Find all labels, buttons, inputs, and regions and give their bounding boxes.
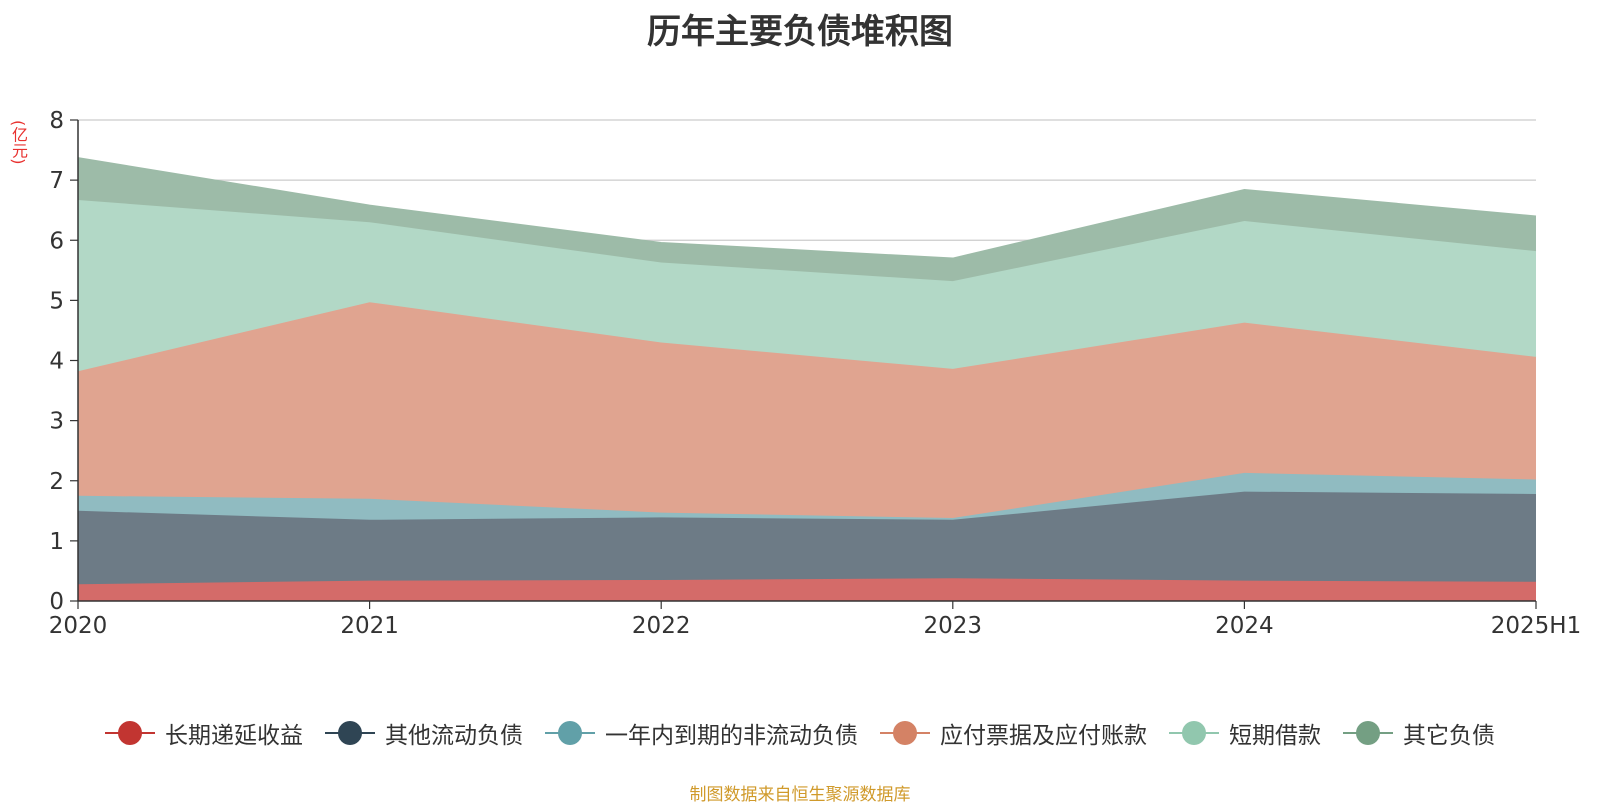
legend-item-1[interactable]: 其他流动负债 [325,716,523,750]
legend-marker-icon [105,721,155,745]
y-tick-label: 0 [49,589,64,615]
legend-marker-dot [1356,721,1380,745]
legend-label: 其他流动负债 [385,723,523,749]
area-series-3[interactable] [78,302,1536,518]
stacked-area-chart: 0 1 2 3 4 5 6 7 8 2020 2021 2022 2023 2024 2025H1 [49,108,1582,639]
area-series-5[interactable] [78,157,1536,282]
x-tick-label: 2024 [1215,613,1274,639]
legend-label: 短期借款 [1229,723,1321,749]
x-tick-label: 2022 [632,613,691,639]
axes [70,119,1537,609]
legend-item-2[interactable]: 一年内到期的非流动负债 [545,716,858,750]
legend-marker-icon [1343,721,1393,745]
chart-title: 历年主要负债堆积图 [647,12,953,52]
y-tick-label: 1 [49,529,64,555]
y-tick-label: 8 [49,108,64,134]
legend-marker-dot [118,721,142,745]
legend-label: 应付票据及应付账款 [940,723,1147,749]
legend-marker-icon [325,721,375,745]
x-tick-label: 2023 [924,613,983,639]
legend-marker-icon [880,721,930,745]
legend-marker-dot [1182,721,1206,745]
legend-marker-dot [338,721,362,745]
legend-item-3[interactable]: 应付票据及应付账款 [880,716,1147,750]
legend-marker-icon [545,721,595,745]
y-axis-unit-label: (亿元) [9,120,28,165]
y-tick-label: 2 [49,469,64,495]
x-tick-label: 2020 [49,613,108,639]
tick-labels: 0 1 2 3 4 5 6 7 8 2020 2021 2022 2023 2024 2025H1 [49,108,1582,639]
legend-marker-icon [1169,721,1219,745]
area-series-1[interactable] [78,491,1536,585]
x-tick-label: 2025H1 [1491,613,1581,639]
y-tick-label: 4 [49,349,64,375]
y-tick-label: 5 [49,288,64,314]
area-series-4[interactable] [78,200,1536,372]
legend-label: 其它负债 [1403,723,1495,749]
legend: 长期递延收益 其他流动负债 一年内到期的非流动负债 应付票据及应付账款 短期借款 其它负债 [0,716,1600,750]
area-series-0[interactable] [78,578,1536,601]
legend-item-5[interactable]: 其它负债 [1343,716,1495,750]
y-tick-label: 6 [49,228,64,254]
legend-item-0[interactable]: 长期递延收益 [105,716,303,750]
legend-label: 长期递延收益 [165,723,303,749]
legend-item-4[interactable]: 短期借款 [1169,716,1321,750]
y-tick-label: 7 [49,168,64,194]
x-tick-label: 2021 [340,613,399,639]
legend-label: 一年内到期的非流动负债 [605,723,858,749]
legend-marker-dot [558,721,582,745]
y-tick-label: 3 [49,409,64,435]
legend-marker-dot [893,721,917,745]
data-source-note: 制图数据来自恒生聚源数据库 [689,785,911,805]
area-series-layer [77,157,1537,601]
area-series-edge-5 [77,157,1537,260]
